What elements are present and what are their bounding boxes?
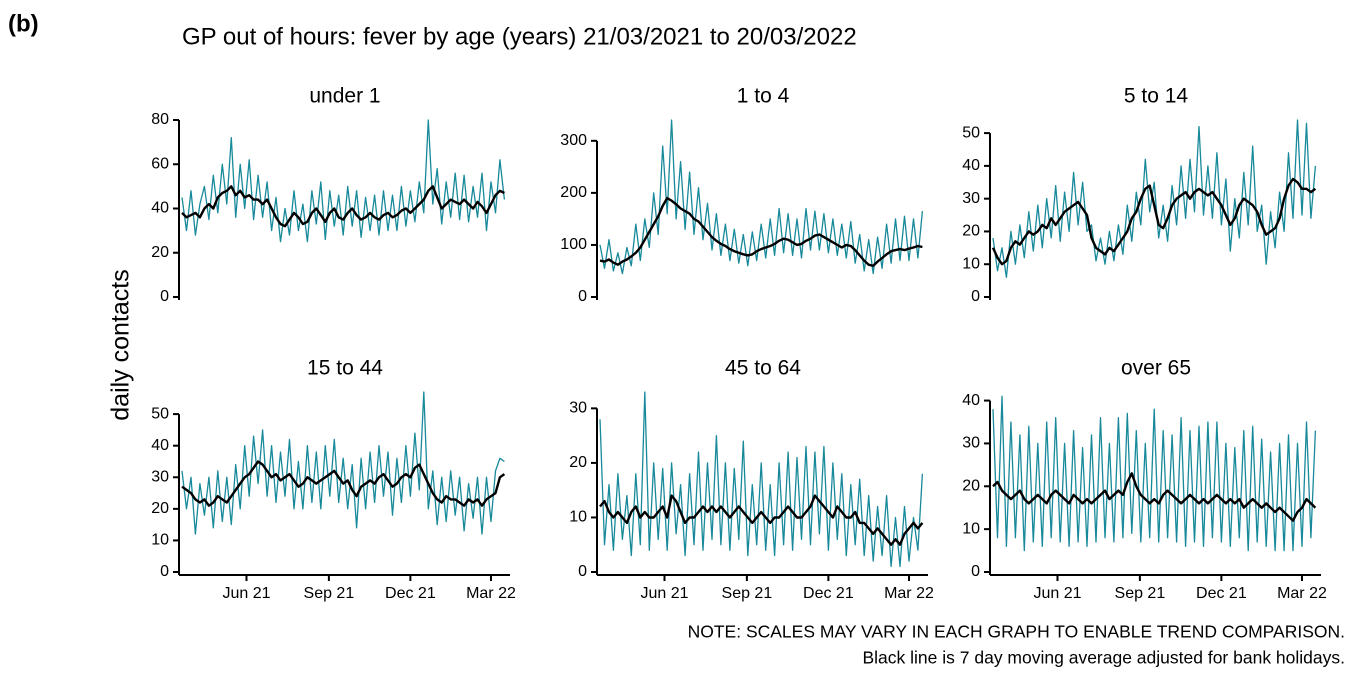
y-tick-label: 20 — [962, 223, 980, 240]
x-tick-label: Mar 22 — [1277, 585, 1327, 602]
y-tick-label: 40 — [151, 437, 169, 454]
y-tick-label: 0 — [578, 288, 587, 305]
data-line — [599, 391, 924, 568]
y-tick-label: 200 — [560, 184, 587, 201]
x-tick-label: Dec 21 — [385, 585, 436, 602]
y-tick-label: 20 — [962, 478, 980, 495]
y-tick-label: 20 — [151, 244, 169, 261]
y-tick-label: 0 — [160, 288, 169, 305]
y-tick-label: 30 — [962, 190, 980, 207]
panel-title: 45 to 64 — [725, 357, 801, 380]
y-tick-label: 0 — [971, 288, 980, 305]
x-tick-label: Mar 22 — [466, 585, 516, 602]
data-line — [992, 119, 1317, 278]
data-line — [181, 185, 505, 228]
y-tick-label: 50 — [151, 405, 169, 422]
x-tick-label: Jun 21 — [222, 585, 270, 602]
y-tick-label: 10 — [151, 532, 169, 549]
y-tick-label: 0 — [578, 563, 587, 580]
panel-title: 5 to 14 — [1124, 85, 1189, 108]
y-tick-label: 300 — [560, 132, 587, 149]
x-tick-label: Sep 21 — [1115, 585, 1166, 602]
data-line — [599, 196, 923, 267]
data-line — [599, 494, 924, 546]
y-tick-label: 10 — [569, 509, 587, 526]
data-line — [992, 395, 1317, 552]
x-tick-label: Sep 21 — [304, 585, 355, 602]
y-axis-label: daily contacts — [107, 269, 135, 420]
y-tick-label: 10 — [962, 520, 980, 537]
panel-label: (b) — [8, 10, 39, 37]
note: NOTE: SCALES MAY VARY IN EACH GRAPH TO E… — [688, 622, 1345, 642]
panel-title: 1 to 4 — [737, 85, 790, 108]
y-tick-label: 30 — [569, 400, 587, 417]
y-tick-label: 50 — [962, 124, 980, 141]
panel-title: over 65 — [1121, 357, 1191, 380]
x-tick-label: Mar 22 — [884, 585, 934, 602]
y-tick-label: 0 — [971, 563, 980, 580]
y-tick-label: 30 — [962, 435, 980, 452]
note: Black line is 7 day moving average adjus… — [863, 648, 1346, 668]
y-tick-label: 40 — [151, 200, 169, 217]
x-tick-label: Sep 21 — [722, 585, 773, 602]
y-tick-label: 20 — [151, 500, 169, 517]
x-tick-label: Jun 21 — [1033, 585, 1081, 602]
y-tick-label: 20 — [569, 454, 587, 471]
panel-title: 15 to 44 — [307, 357, 383, 380]
data-line — [181, 119, 506, 243]
data-line — [181, 391, 505, 535]
y-tick-label: 60 — [151, 155, 169, 172]
panel-title: under 1 — [309, 85, 380, 108]
y-tick-label: 40 — [962, 392, 980, 409]
y-tick-label: 80 — [151, 111, 169, 128]
y-tick-label: 40 — [962, 157, 980, 174]
data-line — [991, 177, 1317, 266]
y-tick-label: 30 — [151, 468, 169, 485]
y-tick-label: 0 — [160, 563, 169, 580]
x-tick-label: Dec 21 — [1196, 585, 1247, 602]
y-tick-label: 10 — [962, 255, 980, 272]
x-tick-label: Jun 21 — [640, 585, 688, 602]
data-line — [599, 119, 924, 275]
data-line — [992, 472, 1317, 522]
chart-title: GP out of hours: fever by age (years) 21… — [182, 23, 857, 50]
data-line — [181, 460, 506, 507]
x-tick-label: Dec 21 — [803, 585, 854, 602]
y-tick-label: 100 — [560, 236, 587, 253]
